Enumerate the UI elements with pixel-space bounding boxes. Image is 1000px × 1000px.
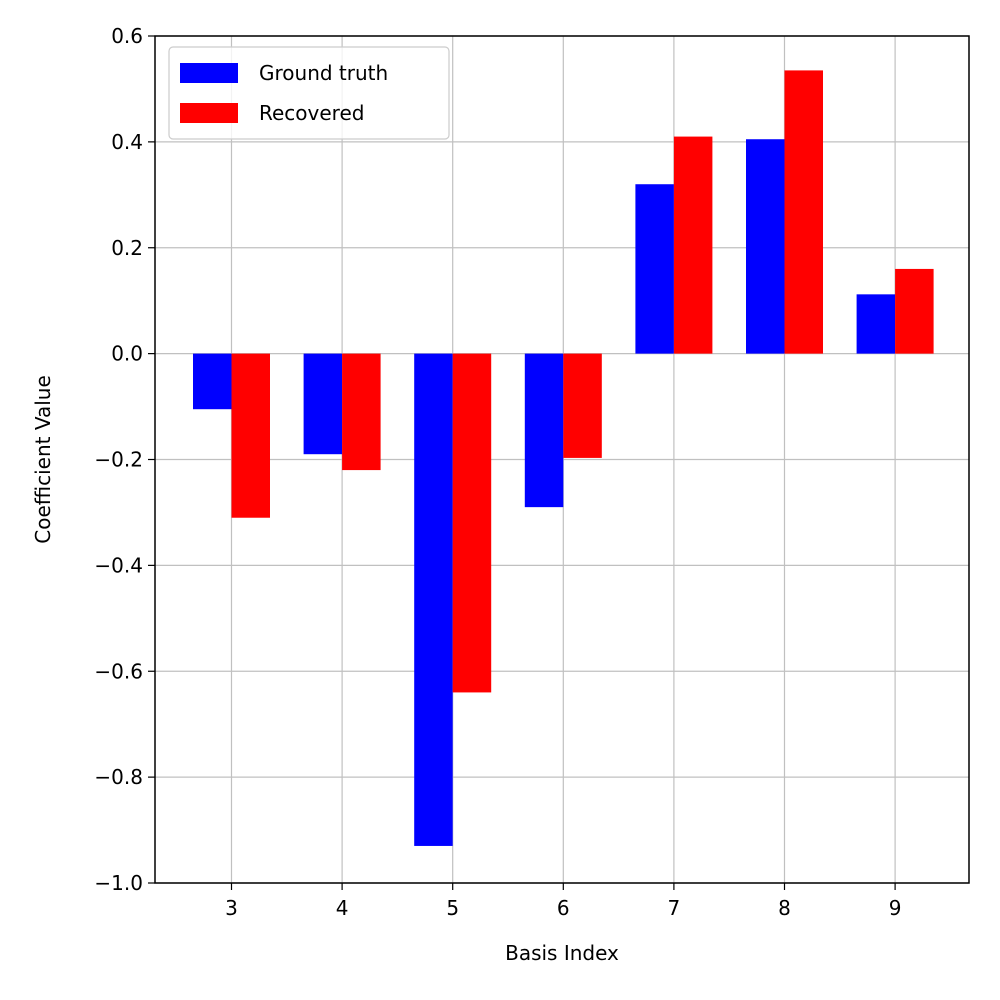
x-tick-label: 7: [668, 896, 681, 920]
bar-recovered-5: [452, 353, 492, 693]
x-tick-label: 4: [336, 896, 349, 920]
y-axis-label: Coefficient Value: [31, 375, 55, 544]
bar-ground-truth-6: [524, 353, 564, 508]
axis-ticks: 3 4 5 6 7 8 9 −1.0 −0.8 −0.6 −0.4 −0.2 0.0 0.2 0.4 0.6: [94, 24, 901, 920]
legend: Ground truth Recovered: [168, 46, 450, 140]
bar-recovered-3: [231, 353, 270, 518]
bar-ground-truth-8: [746, 139, 785, 354]
y-tick-label: −0.8: [94, 765, 143, 789]
bar-recovered-4: [342, 353, 381, 471]
y-tick-label: −0.2: [94, 448, 143, 472]
legend-swatch-recovered: [180, 103, 238, 123]
bar-ground-truth-3: [193, 353, 232, 410]
bar-recovered-9: [895, 268, 934, 354]
y-tick-label: −1.0: [94, 871, 143, 895]
bar-ground-truth-5: [414, 353, 453, 846]
y-tick-label: 0.2: [111, 236, 143, 260]
bar-recovered-7: [673, 136, 713, 354]
bar-recovered-8: [784, 70, 823, 354]
bars: [193, 70, 934, 846]
x-tick-label: 6: [557, 896, 570, 920]
y-tick-label: 0.6: [111, 24, 143, 48]
y-tick-label: −0.6: [94, 659, 143, 683]
y-tick-label: −0.4: [94, 553, 143, 577]
bar-ground-truth-4: [303, 353, 343, 455]
y-tick-label: 0.4: [111, 130, 143, 154]
x-tick-label: 9: [889, 896, 902, 920]
x-tick-label: 5: [446, 896, 459, 920]
legend-swatch-ground-truth: [180, 63, 238, 83]
bar-ground-truth-9: [856, 294, 896, 354]
bar-recovered-6: [563, 353, 602, 458]
x-tick-label: 8: [778, 896, 791, 920]
x-tick-label: 3: [225, 896, 238, 920]
legend-box: [168, 46, 450, 140]
legend-label-recovered: Recovered: [259, 101, 364, 125]
legend-label-ground-truth: Ground truth: [259, 61, 388, 85]
bar-ground-truth-7: [635, 184, 674, 354]
x-axis-label: Basis Index: [505, 941, 619, 965]
y-tick-label: 0.0: [111, 342, 143, 366]
